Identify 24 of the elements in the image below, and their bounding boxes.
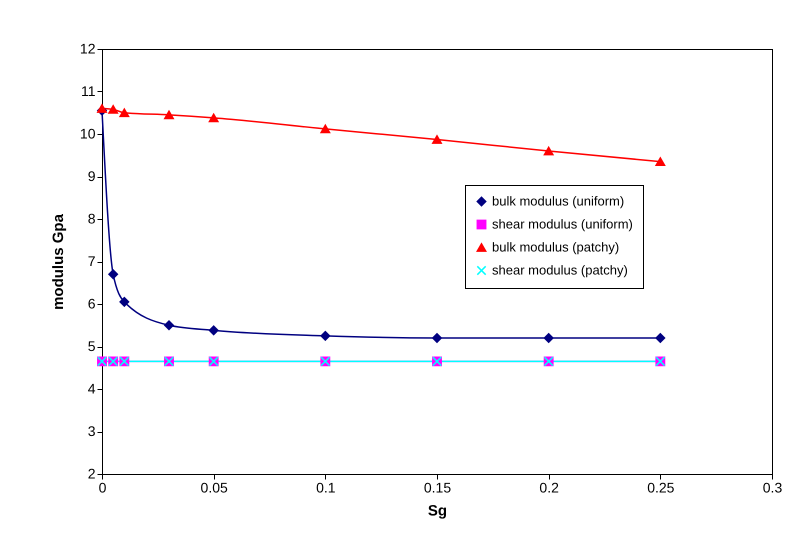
y-tick-label: 5 [88, 338, 96, 354]
x-tick-label: 0.05 [200, 480, 228, 496]
legend-label: shear modulus (patchy) [492, 262, 628, 278]
x-tick-label: 0.1 [316, 480, 336, 496]
y-tick-label: 9 [88, 168, 96, 184]
x-tick-label: 0.15 [424, 480, 452, 496]
x-tick-label: 0.2 [539, 480, 560, 496]
y-tick-label: 12 [80, 40, 96, 56]
y-tick-label: 4 [88, 380, 96, 396]
y-tick-label: 3 [88, 423, 96, 439]
y-tick-label: 10 [80, 126, 96, 142]
legend-label: bulk modulus (patchy) [492, 240, 620, 254]
legend-label: bulk modulus (uniform) [492, 194, 624, 208]
y-tick-label: 2 [88, 466, 96, 482]
y-tick-label: 8 [88, 210, 96, 226]
x-axis-title: Sg [428, 502, 448, 520]
y-tick-label: 11 [80, 83, 96, 99]
legend-label: shear modulus (uniform) [492, 216, 633, 232]
y-tick-label: 7 [88, 253, 96, 269]
y-axis-title: modulus Gpa [50, 213, 67, 310]
x-tick-label: 0.3 [762, 480, 782, 496]
x-tick-label: 0 [98, 480, 107, 496]
x-tick-label: 0.25 [647, 480, 675, 496]
y-tick-label: 6 [88, 296, 96, 312]
